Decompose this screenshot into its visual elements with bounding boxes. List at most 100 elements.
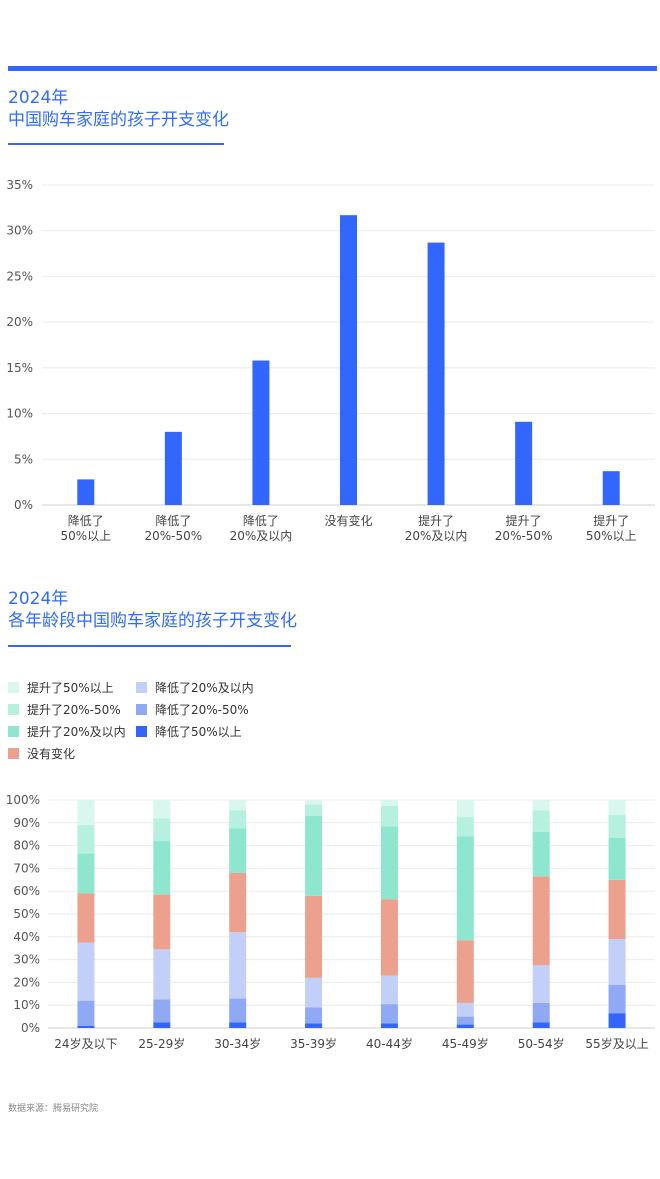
chart2-bar-segment: [77, 893, 95, 943]
legend-swatch: [8, 703, 19, 715]
chart2-bar-segment: [305, 977, 323, 1008]
chart2-bar-segment: [153, 1022, 171, 1028]
legend-label: 降低了50%以上: [155, 724, 242, 739]
chart1-category-label: 提升了: [593, 513, 629, 528]
legend-item: 降低了50%以上: [136, 723, 242, 739]
legend-item: 提升了50%以上: [8, 679, 114, 695]
chart2-bar-segment: [153, 999, 171, 1023]
chart1-category-label: 提升了: [506, 513, 542, 528]
chart1-category-label: 50%以上: [60, 529, 111, 543]
chart2-ytick-label: 10%: [13, 998, 40, 1012]
chart2-bar-segment: [380, 826, 398, 900]
chart2-bar-segment: [229, 1022, 247, 1028]
chart1-ytick-label: 10%: [6, 407, 33, 421]
chart2-bar-segment: [456, 800, 474, 818]
chart1-subtitle: 中国购车家庭的孩子开支变化: [8, 110, 229, 130]
chart2-bar-segment: [380, 975, 398, 1005]
chart2-bar-segment: [532, 1002, 550, 1023]
chart2-bar-segment: [456, 940, 474, 1003]
chart1-category-label: 20%-50%: [145, 529, 203, 543]
chart2-bar-segment: [229, 872, 247, 933]
chart1-bar: [164, 431, 182, 505]
legend-item: 提升了20%及以内: [8, 723, 126, 739]
chart2-bar-segment: [608, 879, 626, 940]
chart2-bar-segment: [608, 814, 626, 838]
chart2-bar-segment: [456, 817, 474, 837]
chart2-bar-segment: [77, 1025, 95, 1028]
chart1-title-block: 2024年 中国购车家庭的孩子开支变化: [8, 87, 229, 131]
chart2-bar-segment: [532, 965, 550, 1003]
chart2-ytick-label: 0%: [21, 1021, 40, 1035]
chart2-category-label: 24岁及以下: [54, 1036, 117, 1051]
legend-swatch: [136, 725, 147, 737]
chart2-bar-segment: [532, 800, 550, 811]
chart1-bar: [252, 360, 270, 505]
chart2-category-label: 40-44岁: [366, 1036, 413, 1051]
chart1-ytick-label: 5%: [14, 452, 33, 466]
legend-item: 降低了20%-50%: [136, 701, 249, 717]
chart2-category-label: 50-54岁: [518, 1036, 565, 1051]
chart2-ytick-label: 20%: [13, 975, 40, 989]
chart1-ytick-label: 30%: [6, 224, 33, 238]
chart2-ytick-label: 90%: [13, 816, 40, 830]
legend-label: 降低了20%-50%: [155, 702, 249, 717]
legend-label: 降低了20%及以内: [155, 680, 254, 695]
legend-label: 没有变化: [27, 746, 76, 761]
legend-item: 降低了20%及以内: [136, 679, 254, 695]
chart2-ytick-label: 60%: [13, 884, 40, 898]
chart2-bar-segment: [456, 836, 474, 941]
chart2-title-underline: [8, 645, 291, 647]
chart2-bar-segment: [456, 1002, 474, 1017]
legend-item: 提升了20%-50%: [8, 701, 121, 717]
chart2-bar-segment: [229, 932, 247, 999]
chart2-ytick-label: 100%: [6, 793, 40, 807]
chart2-category-label: 45-49岁: [442, 1036, 489, 1051]
legend-swatch: [136, 703, 147, 715]
chart2-bar-segment: [305, 804, 323, 816]
chart1-bar: [515, 421, 533, 505]
chart2-bar-segment: [77, 800, 95, 826]
chart1-bar: [427, 242, 445, 505]
top-rule: [8, 66, 657, 71]
chart2-bar-segment: [380, 800, 398, 806]
legend-item: 没有变化: [8, 745, 75, 761]
chart1-bar: [77, 479, 95, 505]
legend-label: 提升了20%及以内: [27, 724, 126, 739]
chart2-year: 2024年: [8, 589, 69, 609]
chart2-bar-segment: [153, 949, 171, 1000]
legend-swatch: [136, 681, 147, 693]
legend-swatch: [8, 747, 19, 759]
chart2-bar-segment: [153, 818, 171, 842]
chart2-bar-segment: [532, 810, 550, 832]
chart2-svg: 0% 10% 20% 30% 40% 50% 60% 70% 80% 90% 100% 24岁及以下 2…: [6, 793, 655, 1051]
chart1-category-label: 降低了: [155, 514, 191, 528]
chart2-bar-segment: [77, 942, 95, 1001]
chart1-category-label: 提升了: [418, 513, 454, 528]
chart2-bar-segment: [380, 1023, 398, 1028]
chart2-bar-segment: [229, 800, 247, 811]
chart2-bar-segment: [305, 800, 323, 805]
chart2-bar-segment: [456, 1016, 474, 1025]
chart1-ytick-label: 15%: [6, 361, 33, 375]
chart2-bar-segment: [305, 895, 323, 978]
chart1-category-label: 50%以上: [586, 529, 637, 543]
chart1-category-label: 降低了: [243, 514, 279, 528]
chart1-year: 2024年: [8, 88, 69, 108]
chart1-ytick-label: 25%: [6, 269, 33, 283]
chart2-bar-segment: [153, 841, 171, 895]
chart2-title-block: 2024年 各年龄段中国购车家庭的孩子开支变化: [8, 588, 297, 632]
chart2-bar-segment: [532, 1022, 550, 1028]
chart1-bar: [340, 215, 357, 505]
chart2-legend: 提升了50%以上 降低了20%及以内提升了20%-50% 降低了20%-50% 提升了…: [8, 679, 308, 769]
data-source-note: 数据来源：腾易研究院: [8, 1104, 99, 1114]
chart2-bar-segment: [305, 1023, 323, 1028]
chart1-category-label: 20%及以内: [230, 529, 293, 543]
chart1-ytick-label: 20%: [6, 315, 33, 329]
chart1-svg: 0%5%10%15%20%25%30%35%降低了50%以上降低了20%-50%…: [6, 178, 655, 543]
chart2-bar-segment: [456, 1024, 474, 1028]
chart2-bar-segment: [380, 899, 398, 976]
chart2-bar-segment: [77, 853, 95, 894]
chart2-bar-segment: [153, 800, 171, 819]
chart2-bar-segment: [229, 828, 247, 873]
chart2-ytick-label: 30%: [13, 953, 40, 967]
